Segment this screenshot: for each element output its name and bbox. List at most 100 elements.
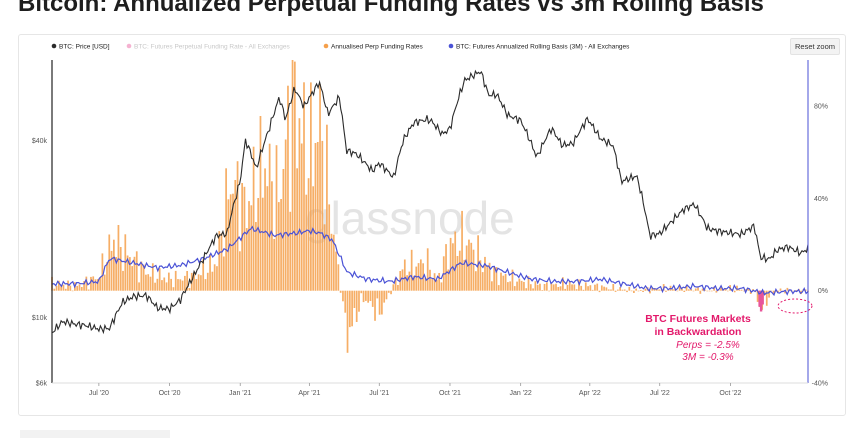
perp-bar — [193, 272, 195, 291]
x-tick-label: Oct '22 — [719, 390, 741, 397]
perp-bar — [587, 286, 589, 291]
perp-bar — [76, 285, 79, 291]
perp-bar — [277, 202, 280, 291]
y-right-tick-label: 80% — [814, 104, 828, 111]
perp-bar — [335, 251, 337, 291]
perp-bar — [770, 290, 773, 292]
legend: BTC: Price [USD] BTC: Futures Perpetual … — [51, 43, 630, 51]
legend-funding-dot[interactable] — [126, 43, 132, 49]
perp-bar — [332, 234, 335, 291]
perp-bar — [795, 290, 798, 291]
perp-bar — [83, 281, 85, 291]
perp-bar — [582, 289, 585, 291]
perp-bar — [694, 288, 697, 291]
perp-bar — [376, 290, 379, 299]
perp-bar — [385, 290, 388, 300]
legend-price-dot[interactable] — [51, 43, 57, 49]
perp-bar — [472, 249, 475, 291]
perp-bar — [328, 204, 331, 291]
perp-bar — [355, 290, 358, 322]
legend-basis-dot[interactable] — [448, 43, 454, 49]
legend-basis-label[interactable]: BTC: Futures Annualized Rolling Basis (3… — [456, 44, 630, 51]
backwardation-bar — [761, 290, 764, 305]
perp-bar — [571, 284, 573, 291]
perp-bar — [564, 288, 567, 291]
legend-perp-dot[interactable] — [323, 43, 329, 49]
perp-bar — [259, 116, 262, 291]
perp-bar — [303, 82, 305, 291]
perp-bar — [532, 288, 534, 291]
annotation-title-line2: in Backwardation — [655, 326, 742, 338]
perp-bar — [312, 186, 315, 291]
perp-bar — [619, 287, 622, 291]
perp-bar — [287, 85, 289, 291]
perp-bar — [584, 282, 587, 291]
perp-bar — [90, 276, 92, 291]
perp-bar — [704, 289, 706, 291]
perp-bar — [479, 260, 482, 291]
perp-bar — [555, 283, 557, 291]
perp-bar — [186, 271, 189, 291]
legend-price-label[interactable]: BTC: Price [USD] — [59, 44, 110, 51]
backwardation-bar — [759, 290, 763, 312]
perp-bar — [410, 249, 413, 291]
perp-bar — [518, 278, 521, 291]
perp-bar — [250, 205, 253, 291]
perp-bar — [149, 276, 152, 291]
legend-perp-label[interactable]: Annualised Perp Funding Rates — [331, 44, 424, 51]
perp-bar — [605, 287, 608, 291]
perp-bar — [243, 186, 246, 291]
perp-bar — [454, 231, 457, 291]
perp-bar — [67, 280, 69, 291]
perp-bar — [580, 285, 583, 291]
perp-bar — [804, 289, 807, 291]
perp-bar — [87, 289, 90, 291]
perp-bar — [319, 84, 321, 291]
perp-bar — [578, 279, 580, 291]
annotation-perps: Perps = -2.5% — [676, 340, 740, 351]
perp-bar — [298, 118, 301, 291]
reset-zoom-button[interactable]: Reset zoom — [790, 38, 840, 55]
perp-bar — [775, 290, 777, 292]
perp-bar — [131, 266, 134, 291]
annotation-title-line1: BTC Futures Markets — [645, 313, 751, 325]
perp-bar — [252, 146, 255, 291]
perp-bar — [495, 267, 498, 291]
perp-bar — [493, 267, 496, 291]
perp-bar — [642, 290, 644, 292]
perp-bar — [598, 290, 601, 293]
perp-bar — [539, 283, 541, 291]
perp-bar — [408, 271, 411, 291]
perp-bar — [603, 286, 605, 291]
perp-bar — [516, 281, 518, 291]
legend-funding-label[interactable]: BTC: Futures Perpetual Funding Rate - Al… — [134, 44, 290, 51]
perp-bar — [307, 178, 310, 291]
perp-bar — [154, 282, 156, 291]
perp-bar — [692, 290, 695, 292]
perp-bar — [550, 283, 553, 291]
perp-bar — [365, 290, 367, 301]
perp-bar — [671, 289, 674, 291]
perp-bar — [220, 233, 223, 291]
perp-bar — [665, 290, 667, 292]
perp-bar — [80, 287, 83, 291]
perp-bar — [177, 279, 179, 291]
perp-bar — [394, 277, 397, 291]
perp-bar — [612, 284, 615, 291]
perp-bar — [607, 289, 610, 291]
perp-bar — [701, 288, 704, 291]
perp-bar — [305, 194, 308, 291]
perp-bar — [406, 275, 408, 291]
perp-bar — [103, 274, 106, 291]
perp-bar — [676, 290, 679, 292]
price-line — [51, 69, 809, 335]
perp-bar — [600, 285, 603, 291]
perp-bar — [683, 290, 686, 292]
perp-bar — [415, 266, 418, 291]
perp-bar — [181, 280, 184, 291]
perp-bar — [142, 264, 145, 291]
perp-bar — [383, 290, 386, 303]
perp-bar — [255, 222, 257, 291]
perp-bar — [351, 290, 353, 327]
perp-bar — [106, 262, 108, 291]
